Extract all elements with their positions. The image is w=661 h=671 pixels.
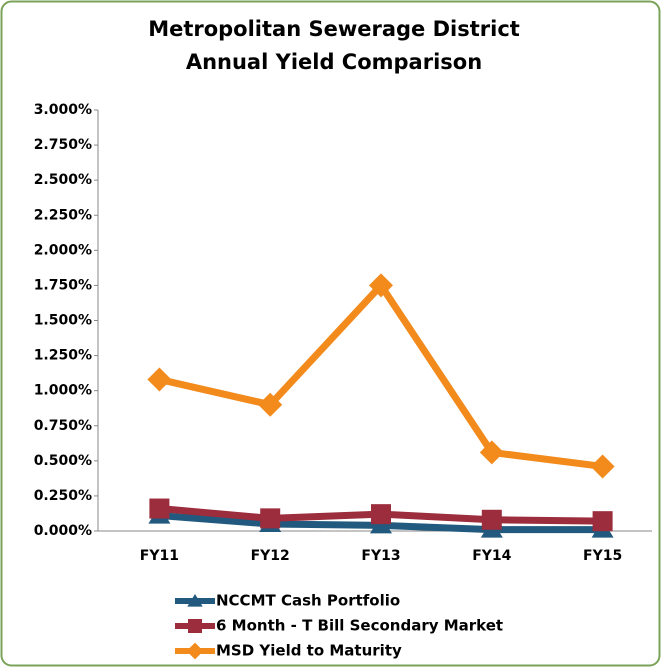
legend-label: NCCMT Cash Portfolio [216, 592, 400, 610]
y-tick-label: 1.750% [34, 277, 92, 293]
marker [370, 515, 392, 534]
marker [147, 367, 172, 392]
y-tick-label: 2.250% [34, 207, 92, 223]
legend-marker [186, 642, 204, 660]
marker [371, 504, 391, 525]
y-tick-label: 2.750% [34, 137, 92, 153]
legend-marker [188, 619, 202, 633]
x-tick-label: FY11 [140, 548, 179, 564]
y-tick-label: 0.750% [34, 418, 92, 434]
chart-title: Metropolitan Sewerage District [148, 17, 520, 41]
x-tick-label: FY13 [361, 548, 400, 564]
chart-title: Annual Yield Comparison [186, 50, 482, 74]
legend-label: MSD Yield to Maturity [216, 642, 402, 660]
y-tick-label: 2.500% [34, 172, 92, 188]
y-tick-label: 1.000% [34, 383, 92, 399]
marker [592, 511, 613, 532]
marker [258, 392, 283, 417]
marker [481, 509, 502, 530]
x-tick-label: FY14 [472, 548, 511, 564]
x-tick-label: FY15 [583, 548, 622, 564]
y-tick-label: 2.000% [34, 242, 92, 258]
marker [260, 508, 281, 529]
y-tick-label: 1.500% [34, 313, 92, 329]
marker [590, 454, 615, 479]
y-tick-label: 0.000% [34, 523, 92, 539]
y-tick-label: 0.500% [34, 453, 92, 469]
x-tick-label: FY12 [251, 548, 290, 564]
marker [369, 273, 393, 298]
marker [479, 440, 504, 465]
legend-marker [187, 594, 203, 607]
y-tick-label: 0.250% [34, 488, 92, 504]
marker [149, 498, 170, 519]
y-tick-label: 3.000% [34, 102, 92, 118]
y-tick-label: 1.250% [34, 348, 92, 364]
legend-label: 6 Month - T Bill Secondary Market [216, 617, 503, 635]
